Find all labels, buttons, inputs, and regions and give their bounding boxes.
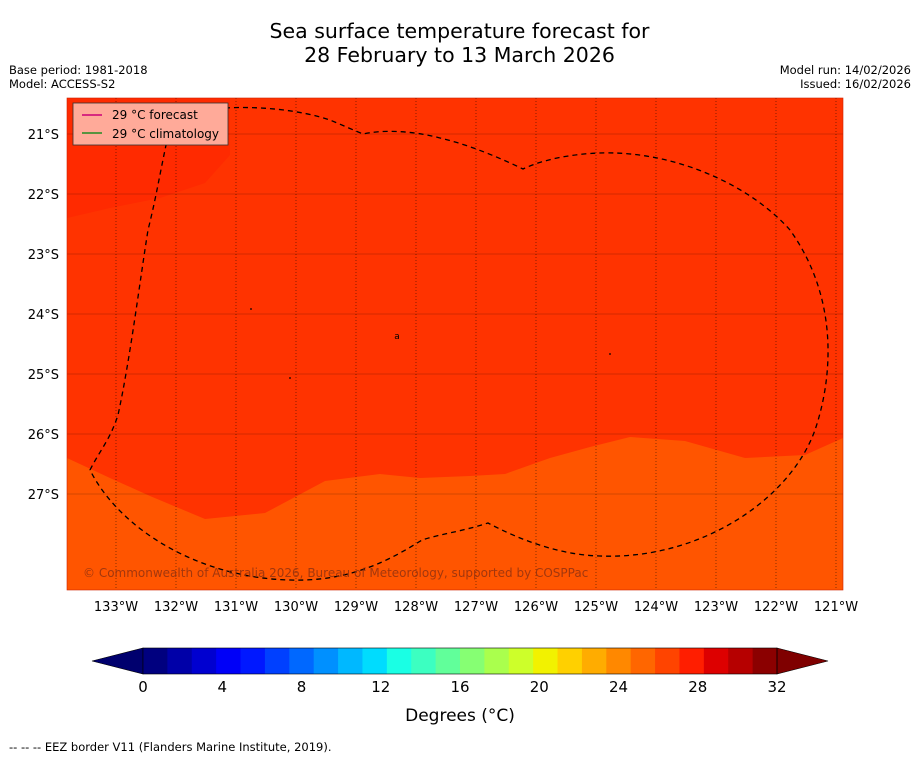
meta-right: Model run: 14/02/2026 Issued: 16/02/2026 [780,63,911,91]
colorbar-cell [630,648,656,674]
colorbar-over-arrow [776,647,829,675]
colorbar-outline [142,647,778,675]
colorbar-cell [728,648,754,674]
colorbar-cell [557,648,583,674]
colorbar-cell [216,648,242,674]
colorbar-cell [606,648,632,674]
colorbar-cell [533,648,559,674]
colorbar-cell [191,648,217,674]
colorbar-tick-label: 4 [218,678,228,696]
latitude-label: 24°S [28,308,59,323]
latitude-labels: 21°S 22°S 23°S 24°S 25°S 26°S 27°S [28,128,59,503]
latitude-label: 26°S [28,428,59,443]
title-line-1: Sea surface temperature forecast for [269,19,650,43]
colorbar-under-arrow [91,647,144,675]
issued-date: Issued: 16/02/2026 [800,77,911,91]
colorbar-cell [703,648,729,674]
chart-title: Sea surface temperature forecast for 28 … [0,19,919,67]
colorbar-cell [167,648,193,674]
colorbar-cell [313,648,339,674]
longitude-label: 129°W [334,600,378,615]
island-label: a [394,332,400,342]
colorbar-tick-label: 32 [767,678,786,696]
colorbar-tick-label: 16 [450,678,469,696]
colorbar-tick-label: 28 [688,678,707,696]
longitude-label: 130°W [274,600,318,615]
latitude-label: 21°S [28,128,59,143]
longitude-label: 124°W [634,600,678,615]
longitude-label: 131°W [214,600,258,615]
latitude-label: 25°S [28,368,59,383]
colorbar-tick-label: 0 [138,678,148,696]
longitude-label: 127°W [454,600,498,615]
longitude-label: 123°W [694,600,738,615]
colorbar-cell [508,648,534,674]
colorbar-cell [460,648,485,674]
longitude-label: 128°W [394,600,438,615]
longitude-labels: 133°W 132°W 131°W 130°W 129°W 128°W 127°W 126°W… [94,600,858,615]
longitude-label: 132°W [154,600,198,615]
island-dots [250,308,611,379]
longitude-label: 133°W [94,600,138,615]
colorbar-cell [362,648,388,674]
legend-box [72,102,229,146]
latitude-label: 27°S [28,488,59,503]
eez-footnote: -- -- -- EEZ border V11 (Flanders Marine… [9,740,332,754]
legend-forecast-label: 29 °C forecast [112,108,198,122]
colorbar-tick-label: 20 [530,678,549,696]
colorbar-tick-label: 24 [609,678,628,696]
copyright-notice: © Commonwealth of Australia 2026, Bureau… [83,566,588,580]
colorbar-cell [411,648,437,674]
colorbar-ticks: 0 4 8 12 16 20 24 28 32 [138,678,786,696]
colorbar-cell [752,648,778,674]
map-legend: 29 °C forecast 29 °C climatology [72,102,229,146]
colorbar-cell [581,648,607,674]
base-period: Base period: 1981-2018 [9,63,148,77]
colorbar-cell [289,648,315,674]
map-area: a © Commonwealth of Australia 2026, Bure… [67,98,843,590]
longitude-label: 126°W [514,600,558,615]
zone-27 [67,437,843,590]
latitude-label: 22°S [28,188,59,203]
colorbar-cells [143,648,778,674]
longitude-label: 125°W [574,600,618,615]
colorbar-tick-label: 12 [371,678,390,696]
colorbar-cell [143,648,168,674]
colorbar-label: Degrees (°C) [405,706,515,726]
map-frame [66,97,844,591]
legend-climatology-label: 29 °C climatology [112,127,219,141]
colorbar-cell [679,648,705,674]
meta-left: Base period: 1981-2018 Model: ACCESS-S2 [9,63,148,91]
model-name: Model: ACCESS-S2 [9,77,116,91]
title-line-2: 28 February to 13 March 2026 [304,43,615,67]
colorbar-cell [435,648,461,674]
latitude-label: 23°S [28,248,59,263]
colorbar-cell [655,648,681,674]
colorbar-cell [240,648,266,674]
longitude-label: 121°W [814,600,858,615]
colorbar-cell [484,648,510,674]
gridlines [67,98,843,590]
colorbar-cell [386,648,412,674]
model-run: Model run: 14/02/2026 [779,63,911,77]
colorbar-tick-label: 8 [297,678,307,696]
colorbar-cell [338,648,364,674]
colorbar: 0 4 8 12 16 20 24 28 32 Degrees (°C) [91,647,829,726]
longitude-label: 122°W [754,600,798,615]
colorbar-cell [264,648,290,674]
